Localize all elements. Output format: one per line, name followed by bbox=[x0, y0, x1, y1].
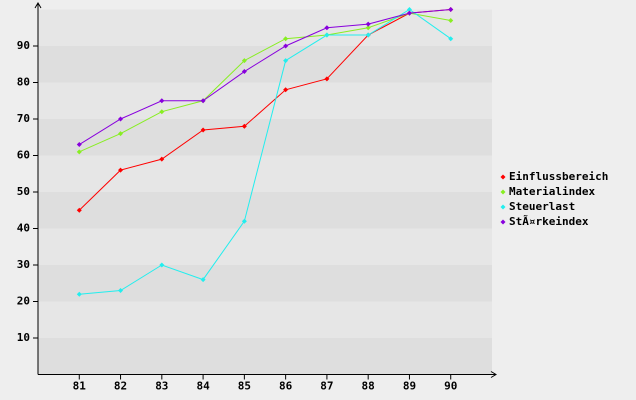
x-tick-label: 83 bbox=[155, 380, 168, 393]
point bbox=[283, 58, 289, 64]
point bbox=[448, 7, 454, 12]
point bbox=[118, 288, 124, 294]
grid-band bbox=[38, 228, 492, 265]
x-tick-label: 86 bbox=[279, 380, 293, 393]
point bbox=[324, 32, 330, 38]
legend-label: Materialindex bbox=[509, 185, 595, 198]
grid-band bbox=[38, 9, 492, 46]
y-axis-arrow bbox=[34, 2, 42, 9]
y-tick-label: 10 bbox=[17, 331, 30, 344]
x-tick-label: 90 bbox=[444, 380, 457, 393]
point bbox=[241, 69, 247, 75]
point bbox=[283, 36, 289, 42]
x-axis-arrow bbox=[490, 371, 497, 378]
grid-band bbox=[38, 82, 492, 119]
point bbox=[406, 7, 412, 12]
grid-band bbox=[38, 265, 492, 302]
legend-label: Steuerlast bbox=[509, 200, 575, 213]
point bbox=[200, 277, 206, 283]
y-tick-label: 90 bbox=[17, 39, 30, 52]
point bbox=[241, 123, 247, 129]
point bbox=[76, 149, 82, 155]
point bbox=[283, 43, 289, 49]
point bbox=[76, 207, 82, 213]
point bbox=[365, 25, 371, 31]
point bbox=[241, 58, 247, 64]
legend-label: Einflussbereich bbox=[509, 170, 608, 183]
x-tick-label: 89 bbox=[403, 380, 416, 393]
x-tick-label: 81 bbox=[73, 380, 87, 393]
grid-band bbox=[38, 301, 492, 338]
point bbox=[76, 142, 82, 148]
point bbox=[118, 116, 124, 122]
point bbox=[159, 98, 165, 104]
x-tick-label: 87 bbox=[320, 380, 333, 393]
legend-marker bbox=[500, 219, 506, 225]
legend-marker bbox=[500, 189, 506, 195]
point bbox=[200, 98, 206, 104]
x-tick-label: 84 bbox=[196, 380, 210, 393]
grid-band bbox=[38, 119, 492, 156]
point bbox=[365, 21, 371, 27]
point bbox=[406, 10, 412, 16]
point bbox=[241, 218, 247, 224]
point bbox=[324, 76, 330, 82]
point bbox=[159, 109, 165, 115]
y-tick-label: 50 bbox=[17, 185, 30, 198]
series-line bbox=[78, 9, 451, 211]
y-tick-label: 40 bbox=[17, 222, 30, 235]
point bbox=[159, 156, 165, 162]
y-tick-label: 80 bbox=[17, 76, 30, 89]
point bbox=[118, 131, 124, 137]
point bbox=[283, 87, 289, 93]
grid-band bbox=[38, 192, 492, 229]
grid-band bbox=[38, 46, 492, 83]
point bbox=[200, 127, 206, 133]
series-line bbox=[79, 8, 452, 295]
y-tick-label: 20 bbox=[17, 295, 30, 308]
x-tick-label: 85 bbox=[238, 380, 251, 393]
y-tick-label: 70 bbox=[17, 112, 30, 125]
legend-label: StÃ¤rkeindex bbox=[509, 215, 589, 228]
point bbox=[76, 291, 82, 297]
point bbox=[448, 36, 454, 42]
series-line bbox=[79, 9, 451, 145]
y-tick-label: 30 bbox=[17, 258, 30, 271]
point bbox=[365, 32, 371, 38]
legend-marker bbox=[500, 174, 506, 180]
point bbox=[159, 262, 165, 268]
point bbox=[118, 167, 124, 173]
point bbox=[448, 17, 454, 23]
grid-band bbox=[38, 338, 492, 375]
y-tick-label: 60 bbox=[17, 149, 30, 162]
x-tick-label: 88 bbox=[362, 380, 375, 393]
point bbox=[324, 25, 330, 31]
x-tick-label: 82 bbox=[114, 380, 127, 393]
grid-band bbox=[38, 155, 492, 192]
series-line bbox=[79, 12, 451, 153]
legend-marker bbox=[500, 204, 506, 210]
